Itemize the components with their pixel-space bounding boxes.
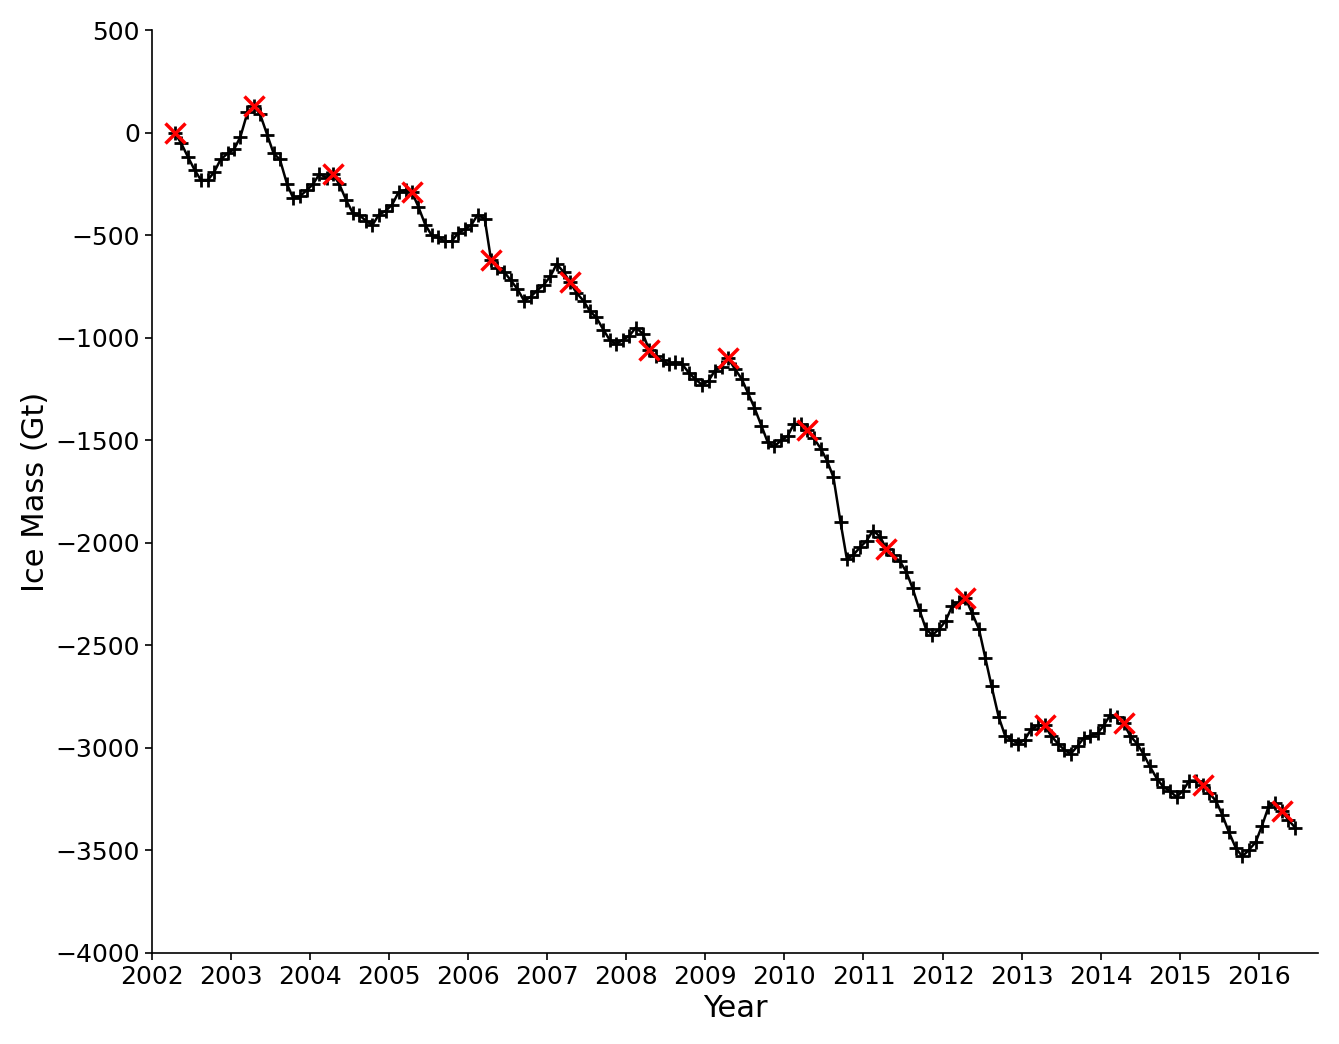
Y-axis label: Ice Mass (Gt): Ice Mass (Gt) bbox=[21, 392, 50, 592]
X-axis label: Year: Year bbox=[703, 994, 767, 1023]
